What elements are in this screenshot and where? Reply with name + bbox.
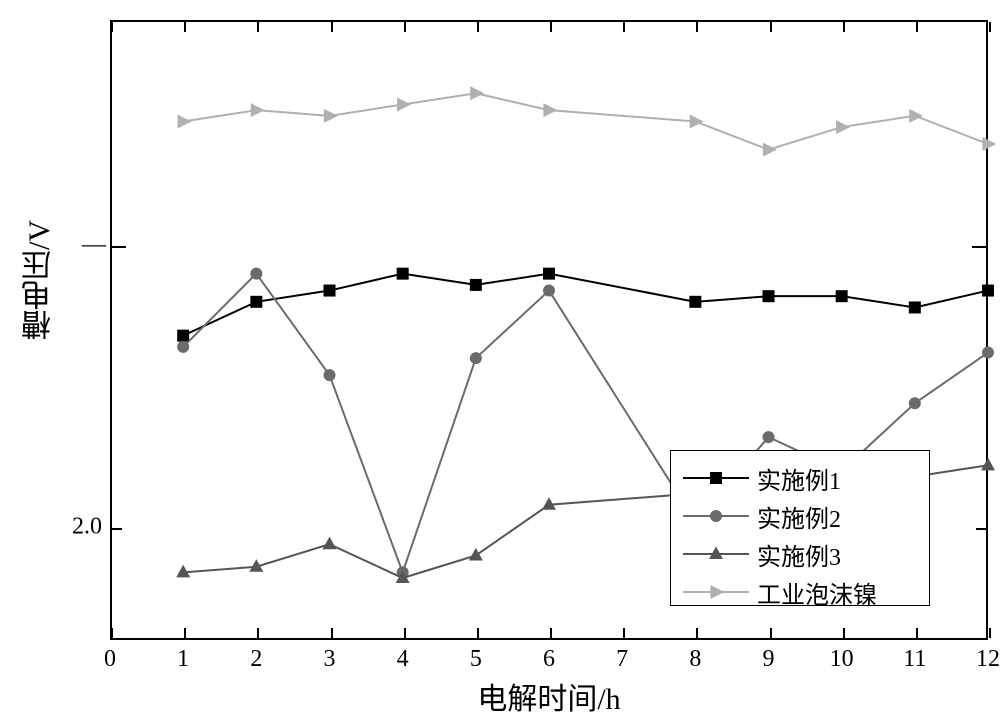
marker-square [470, 279, 482, 291]
x-tick-label: 9 [763, 646, 775, 673]
y-dash-label: — [82, 232, 106, 259]
marker-circle [543, 285, 555, 297]
marker-tri-right [763, 143, 777, 157]
x-tick-label: 10 [830, 646, 854, 673]
legend-row: 实施例3 [681, 535, 841, 573]
marker-circle [710, 510, 722, 522]
marker-circle [763, 431, 775, 443]
x-tick-label: 5 [470, 646, 482, 673]
marker-circle [909, 397, 921, 409]
marker-tri-right [324, 109, 338, 123]
marker-tri-right [710, 585, 724, 599]
marker-circle [470, 352, 482, 364]
marker-circle [177, 341, 189, 353]
x-tick-label: 1 [177, 646, 189, 673]
x-tick-label: 11 [903, 646, 926, 673]
x-tick-label: 6 [543, 646, 555, 673]
marker-circle [324, 369, 336, 381]
marker-tri-right [982, 137, 996, 151]
x-tick [989, 628, 991, 638]
marker-tri-right [909, 109, 923, 123]
marker-square [689, 296, 701, 308]
marker-tri-right [470, 86, 484, 100]
x-tick-label: 2 [250, 646, 262, 673]
x-tick-label: 8 [689, 646, 701, 673]
marker-square [763, 290, 775, 302]
marker-tri-right [178, 114, 192, 128]
marker-tri-right [690, 114, 704, 128]
x-tick-label: 7 [616, 646, 628, 673]
marker-tri-right [397, 98, 411, 112]
marker-square [397, 268, 409, 280]
marker-square [909, 301, 921, 313]
legend-label: 工业泡沫镍 [757, 575, 877, 610]
marker-square [543, 268, 555, 280]
legend-sample [681, 497, 751, 535]
y-axis-label: 槽电压/V [18, 220, 62, 340]
y-tick-label: 2.0 [72, 514, 102, 541]
legend-sample [681, 459, 751, 497]
x-tick-label: 4 [397, 646, 409, 673]
x-axis-label: 电解时间/h [477, 674, 620, 718]
x-tick-label: 12 [976, 646, 1000, 673]
marker-circle [982, 347, 994, 359]
marker-tri-right [836, 120, 850, 134]
legend-sample [681, 573, 751, 611]
marker-square [836, 290, 848, 302]
series-line [183, 274, 988, 336]
legend-label: 实施例2 [757, 499, 841, 534]
series-line [183, 93, 988, 149]
legend-label: 实施例1 [757, 461, 841, 496]
legend-label: 实施例3 [757, 537, 841, 572]
marker-tri-right [543, 103, 557, 117]
marker-triangle [323, 537, 337, 550]
x-tick-label: 0 [104, 646, 116, 673]
marker-circle [250, 268, 262, 280]
legend-row: 实施例2 [681, 497, 841, 535]
legend: 实施例1实施例2实施例3工业泡沫镍 [670, 450, 930, 606]
marker-square [324, 285, 336, 297]
x-tick-label: 3 [324, 646, 336, 673]
marker-square [177, 330, 189, 342]
marker-triangle [709, 546, 723, 559]
legend-row: 实施例1 [681, 459, 841, 497]
marker-square [710, 472, 722, 484]
chart-container: 电解时间/h 槽电压/V 01234567891011122.0—实施例1实施例… [0, 0, 1000, 726]
marker-tri-right [251, 103, 265, 117]
marker-square [982, 285, 994, 297]
legend-sample [681, 535, 751, 573]
marker-triangle [981, 458, 995, 471]
legend-row: 工业泡沫镍 [681, 573, 877, 611]
x-tick [989, 22, 991, 32]
marker-triangle [469, 548, 483, 561]
marker-square [250, 296, 262, 308]
